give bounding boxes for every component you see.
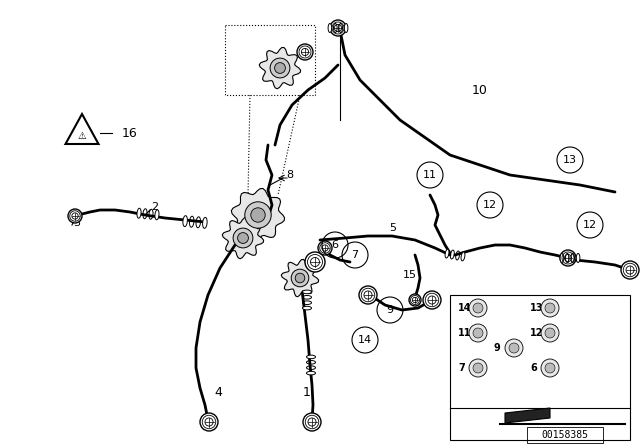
Text: 7: 7: [351, 250, 358, 260]
Text: 5: 5: [390, 223, 397, 233]
Circle shape: [245, 202, 271, 228]
Ellipse shape: [461, 252, 465, 261]
Text: 7: 7: [458, 363, 465, 373]
Text: 9: 9: [494, 343, 500, 353]
Circle shape: [295, 273, 305, 283]
Text: 12: 12: [483, 200, 497, 210]
Circle shape: [303, 413, 321, 431]
Circle shape: [359, 286, 377, 304]
Circle shape: [297, 44, 313, 60]
Ellipse shape: [307, 371, 316, 375]
Text: 11: 11: [423, 170, 437, 180]
Circle shape: [275, 63, 285, 73]
Text: 12: 12: [530, 328, 543, 338]
Text: 4: 4: [214, 385, 222, 399]
Polygon shape: [281, 259, 319, 297]
Circle shape: [473, 363, 483, 373]
Circle shape: [541, 324, 559, 342]
Ellipse shape: [560, 254, 564, 263]
Polygon shape: [222, 217, 264, 259]
Polygon shape: [231, 189, 285, 242]
Text: ⚠: ⚠: [77, 131, 86, 141]
Text: 6: 6: [530, 363, 537, 373]
Text: 8: 8: [287, 170, 294, 180]
Text: 11: 11: [458, 328, 472, 338]
Circle shape: [291, 269, 309, 287]
Circle shape: [270, 58, 290, 78]
Circle shape: [473, 303, 483, 313]
Ellipse shape: [303, 306, 312, 310]
Circle shape: [545, 363, 555, 373]
Circle shape: [233, 228, 253, 248]
Circle shape: [251, 208, 265, 222]
Circle shape: [509, 343, 519, 353]
Ellipse shape: [203, 217, 207, 228]
Text: 12: 12: [583, 220, 597, 230]
Text: 14: 14: [358, 335, 372, 345]
Bar: [450, 295, 630, 440]
Circle shape: [473, 328, 483, 338]
Bar: [527, 427, 603, 443]
Text: 2: 2: [152, 202, 159, 212]
Circle shape: [423, 291, 441, 309]
Circle shape: [469, 359, 487, 377]
Text: 15: 15: [403, 270, 417, 280]
Ellipse shape: [303, 290, 312, 294]
Circle shape: [305, 252, 325, 272]
Circle shape: [200, 413, 218, 431]
Text: 1: 1: [303, 385, 311, 399]
Circle shape: [469, 299, 487, 317]
Text: 9: 9: [387, 305, 394, 315]
Text: 16: 16: [122, 126, 138, 139]
Text: 13: 13: [530, 303, 543, 313]
Circle shape: [621, 261, 639, 279]
Ellipse shape: [344, 23, 348, 33]
Circle shape: [237, 233, 248, 243]
Text: 00158385: 00158385: [541, 430, 589, 440]
Circle shape: [409, 294, 421, 306]
Text: 10: 10: [472, 83, 488, 96]
Circle shape: [505, 339, 523, 357]
Ellipse shape: [137, 208, 141, 218]
Polygon shape: [259, 47, 301, 89]
Ellipse shape: [155, 210, 159, 220]
Circle shape: [469, 324, 487, 342]
Ellipse shape: [183, 215, 188, 227]
Circle shape: [545, 303, 555, 313]
Text: 13: 13: [563, 155, 577, 165]
Polygon shape: [505, 408, 550, 423]
Text: 14: 14: [458, 303, 472, 313]
Circle shape: [330, 20, 346, 36]
Ellipse shape: [576, 254, 580, 263]
Circle shape: [68, 209, 82, 223]
Circle shape: [545, 328, 555, 338]
Circle shape: [318, 241, 332, 255]
Circle shape: [541, 299, 559, 317]
Text: 3: 3: [74, 218, 81, 228]
Circle shape: [560, 250, 576, 266]
Ellipse shape: [307, 355, 316, 359]
Text: 6: 6: [332, 240, 339, 250]
Ellipse shape: [328, 23, 332, 33]
Circle shape: [541, 359, 559, 377]
Ellipse shape: [445, 249, 449, 258]
